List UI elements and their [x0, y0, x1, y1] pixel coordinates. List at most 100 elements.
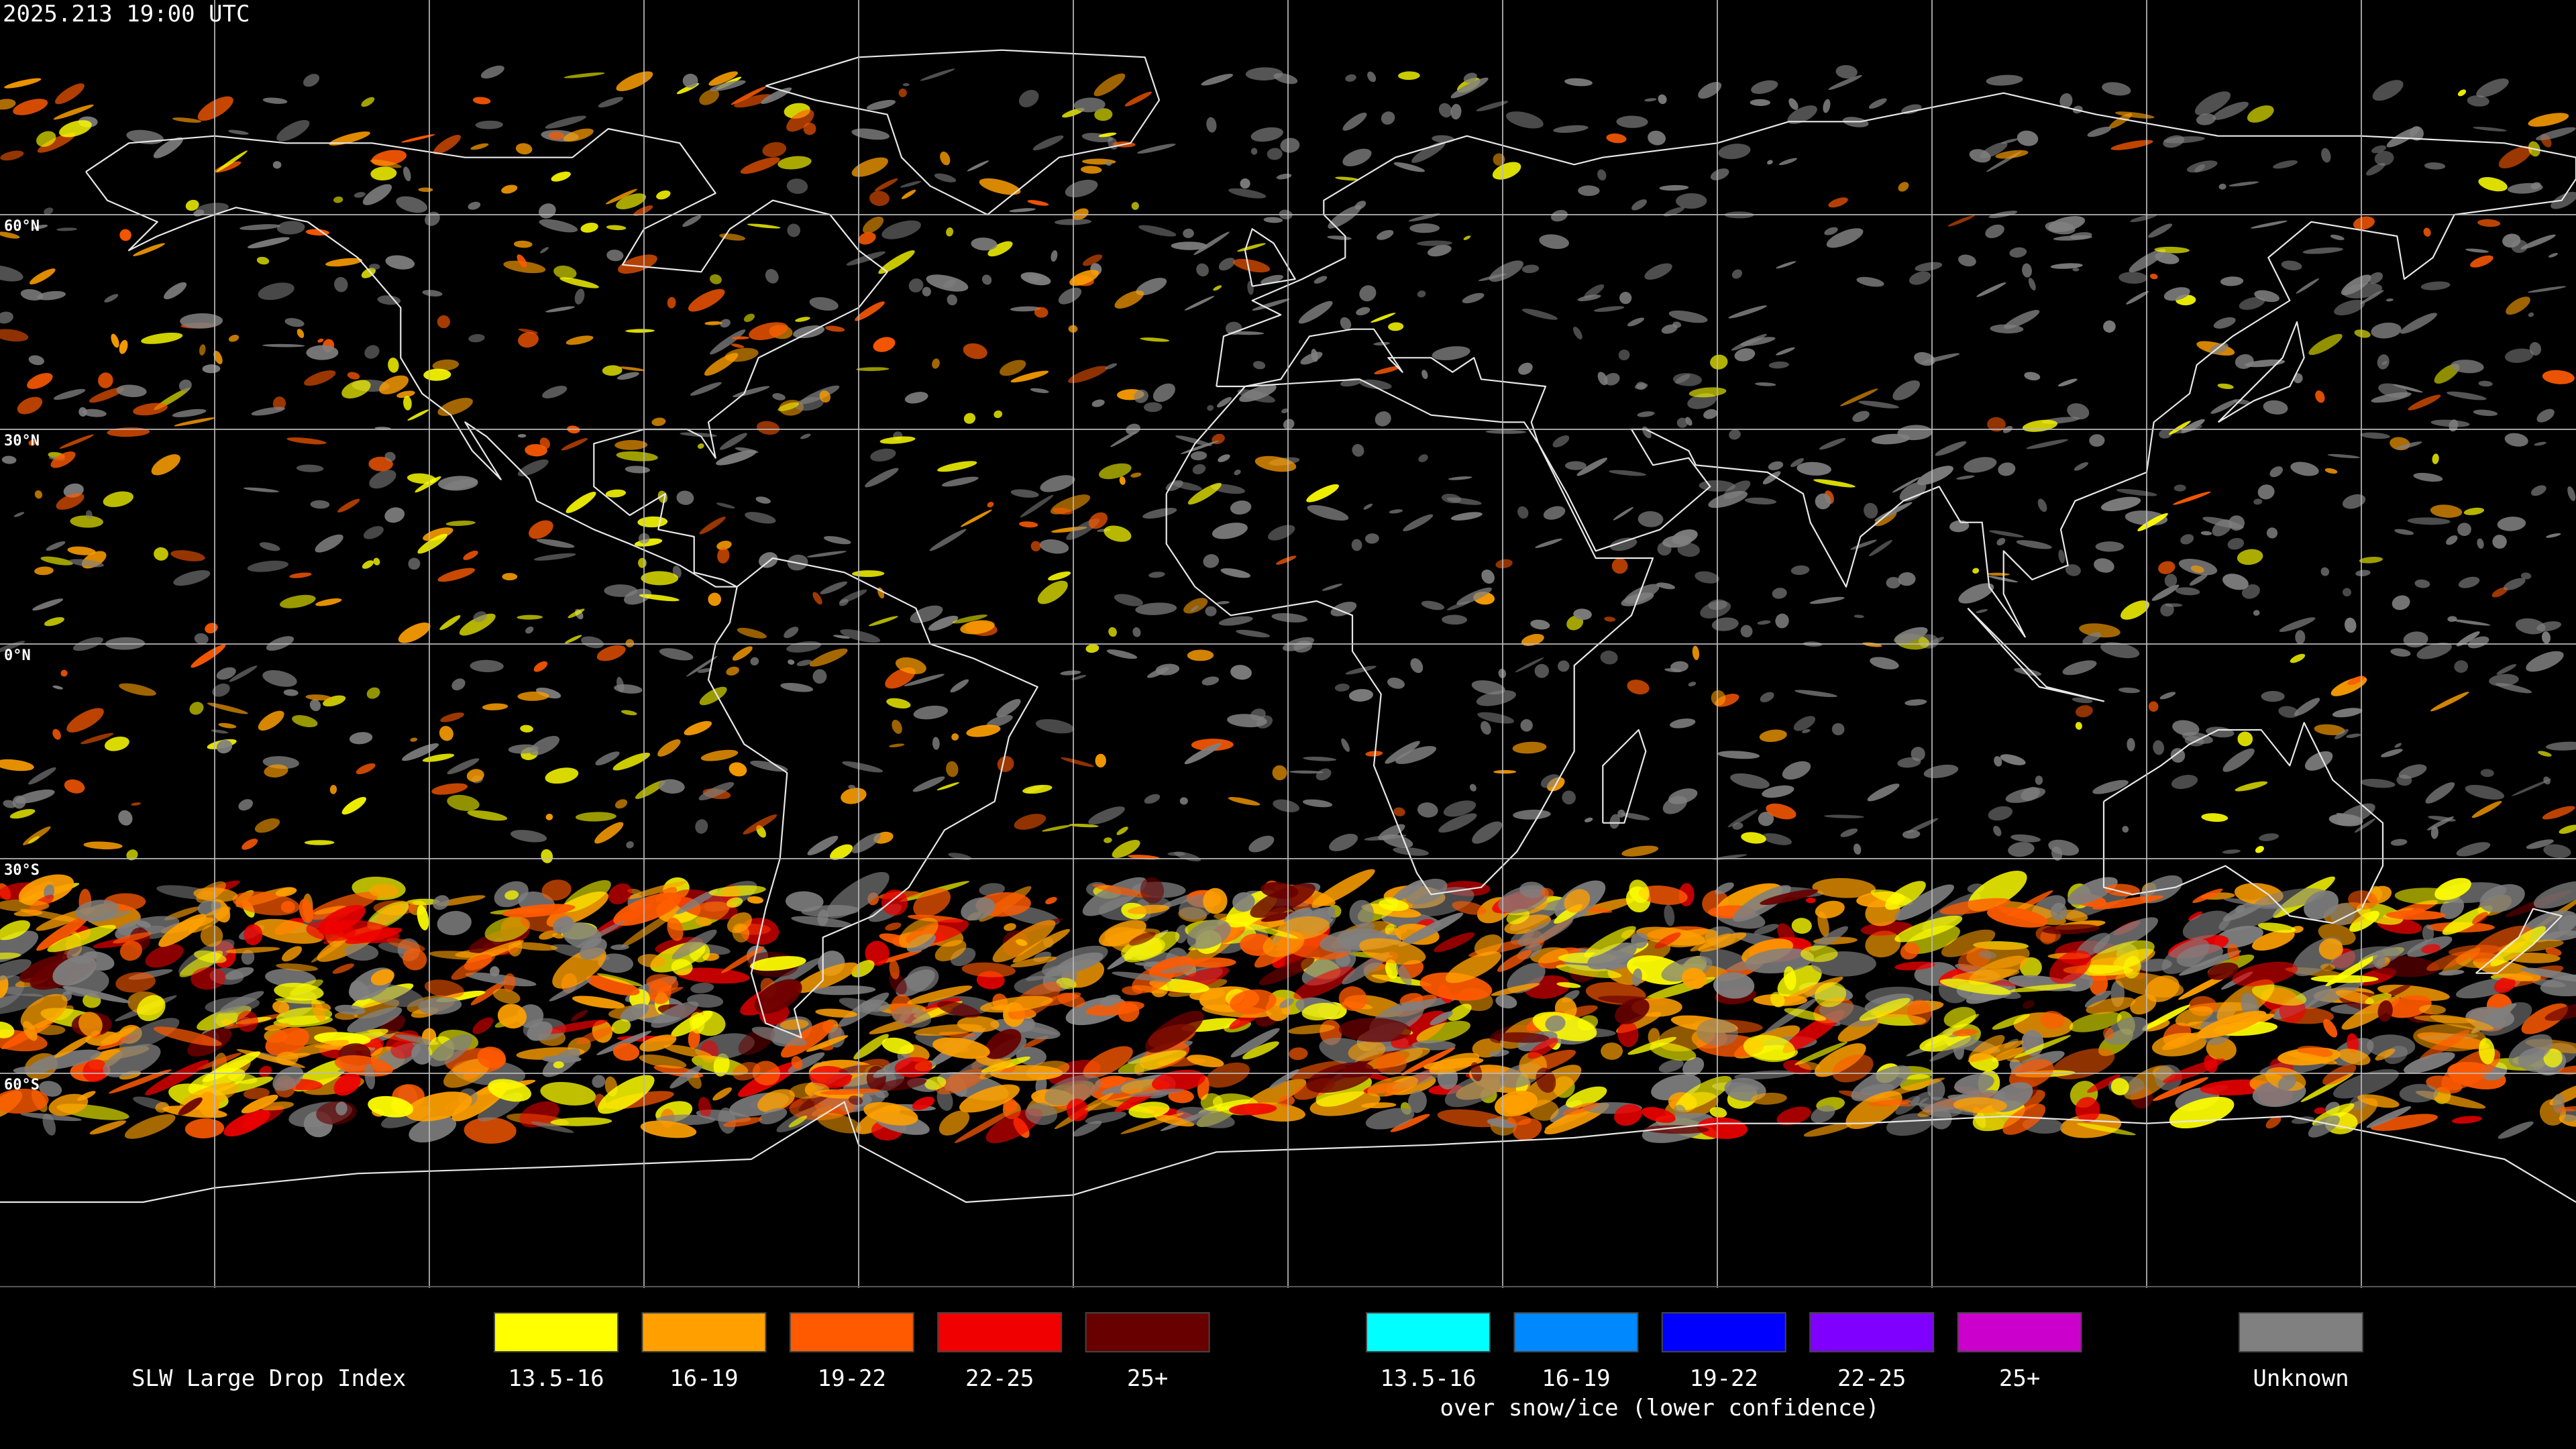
- cloud-patch: [1775, 613, 1789, 629]
- cloud-patch: [2017, 130, 2039, 146]
- cloud-patch: [1627, 1036, 1677, 1055]
- cloud-patch: [1263, 217, 1283, 223]
- cloud-patch: [2247, 105, 2274, 123]
- cloud-patch: [238, 799, 254, 811]
- cloud-patch: [1993, 826, 2002, 837]
- cloud-patch: [1030, 541, 1041, 551]
- cloud-patch: [1631, 932, 1648, 949]
- cloud-patch: [2000, 754, 2026, 765]
- cloud-patch: [2239, 297, 2265, 310]
- cloud-patch: [1573, 327, 1582, 339]
- cloud-patch: [1564, 78, 1593, 87]
- cloud-patch: [2100, 642, 2140, 659]
- cloud-patch: [2168, 421, 2191, 435]
- cloud-patch: [2529, 341, 2542, 356]
- cloud-layer: [0, 65, 2576, 1144]
- cloud-patch: [2023, 1000, 2035, 1009]
- cloud-patch: [276, 221, 305, 235]
- cloud-patch: [36, 915, 89, 951]
- cloud-patch: [1279, 998, 1294, 1008]
- cloud-patch: [566, 492, 596, 513]
- cloud-patch: [1587, 942, 1637, 970]
- cloud-patch: [272, 161, 282, 169]
- cloud-patch: [492, 988, 521, 1004]
- cloud-patch: [194, 633, 209, 645]
- cloud-patch: [676, 490, 694, 505]
- cloud-patch: [1708, 490, 1748, 508]
- cloud-patch: [1990, 324, 2024, 334]
- cloud-patch: [1098, 132, 1117, 138]
- cloud-patch: [0, 994, 45, 1016]
- cloud-patch: [1365, 1108, 1415, 1130]
- cloud-patch: [2458, 576, 2480, 588]
- cloud-patch: [410, 737, 418, 742]
- cloud-patch: [50, 451, 76, 468]
- cloud-patch: [59, 120, 92, 138]
- cloud-patch: [749, 322, 788, 340]
- cloud-patch: [362, 560, 374, 569]
- legend: SLW Large Drop Index over snow/ice (lowe…: [131, 1312, 2363, 1421]
- cloud-patch: [553, 1061, 564, 1069]
- cloud-patch: [1518, 362, 1533, 375]
- cloud-patch: [158, 914, 207, 947]
- cloud-patch: [2028, 278, 2036, 290]
- cloud-patch: [765, 268, 779, 284]
- cloud-patch: [199, 344, 206, 356]
- cloud-patch: [1985, 224, 2004, 238]
- cloud-patch: [443, 478, 478, 490]
- cloud-patch: [682, 215, 702, 227]
- cloud-patch: [2366, 162, 2385, 176]
- cloud-patch: [2279, 617, 2316, 633]
- cloud-patch: [470, 980, 506, 1006]
- cloud-patch: [517, 254, 527, 268]
- cloud-patch: [327, 920, 400, 944]
- cloud-patch: [2478, 176, 2508, 192]
- cloud-patch: [2145, 975, 2180, 1002]
- cloud-patch: [385, 255, 415, 270]
- cloud-patch: [437, 568, 476, 582]
- cloud-patch: [39, 1081, 62, 1097]
- cloud-patch: [1283, 419, 1295, 430]
- cloud-patch: [946, 761, 959, 777]
- cloud-patch: [1935, 441, 1967, 456]
- cloud-patch: [2419, 1030, 2470, 1061]
- cloud-patch: [366, 687, 380, 699]
- cloud-patch: [1766, 803, 1796, 820]
- cloud-patch: [1142, 507, 1177, 519]
- cloud-patch: [676, 967, 750, 984]
- cloud-patch: [1375, 411, 1391, 427]
- cloud-patch: [1258, 957, 1315, 985]
- cloud-patch: [1894, 915, 1963, 943]
- cloud-patch: [1601, 1042, 1623, 1060]
- cloud-patch: [1958, 583, 1994, 604]
- cloud-patch: [1094, 108, 1113, 121]
- cloud-patch: [1456, 587, 1492, 605]
- cloud-patch: [1740, 337, 1776, 346]
- cloud-patch: [2314, 724, 2345, 735]
- cloud-patch: [475, 120, 504, 129]
- cloud-patch: [335, 1102, 347, 1116]
- cloud-patch: [0, 899, 50, 912]
- cloud-patch: [616, 193, 647, 209]
- cloud-patch: [1539, 234, 1570, 250]
- cloud-patch: [1311, 869, 1375, 908]
- cloud-patch: [1405, 878, 1448, 905]
- cloud-patch: [173, 570, 211, 586]
- cloud-patch: [2381, 361, 2387, 366]
- cloud-patch: [1250, 148, 1258, 155]
- cloud-patch: [1976, 609, 1988, 613]
- cloud-patch: [1069, 270, 1099, 286]
- cloud-patch: [2359, 556, 2383, 564]
- cloud-patch: [550, 1117, 612, 1126]
- cloud-patch: [759, 1108, 788, 1124]
- cloud-patch: [1476, 101, 1509, 111]
- cloud-patch: [1914, 352, 1935, 366]
- cloud-patch: [987, 241, 1013, 257]
- cloud-patch: [2059, 93, 2073, 109]
- cloud-patch: [2372, 950, 2385, 969]
- cloud-patch: [914, 1024, 983, 1036]
- cloud-patch: [207, 702, 248, 714]
- cloud-patch: [1082, 877, 1147, 916]
- cloud-patch: [2353, 216, 2375, 230]
- cloud-patch: [29, 268, 56, 284]
